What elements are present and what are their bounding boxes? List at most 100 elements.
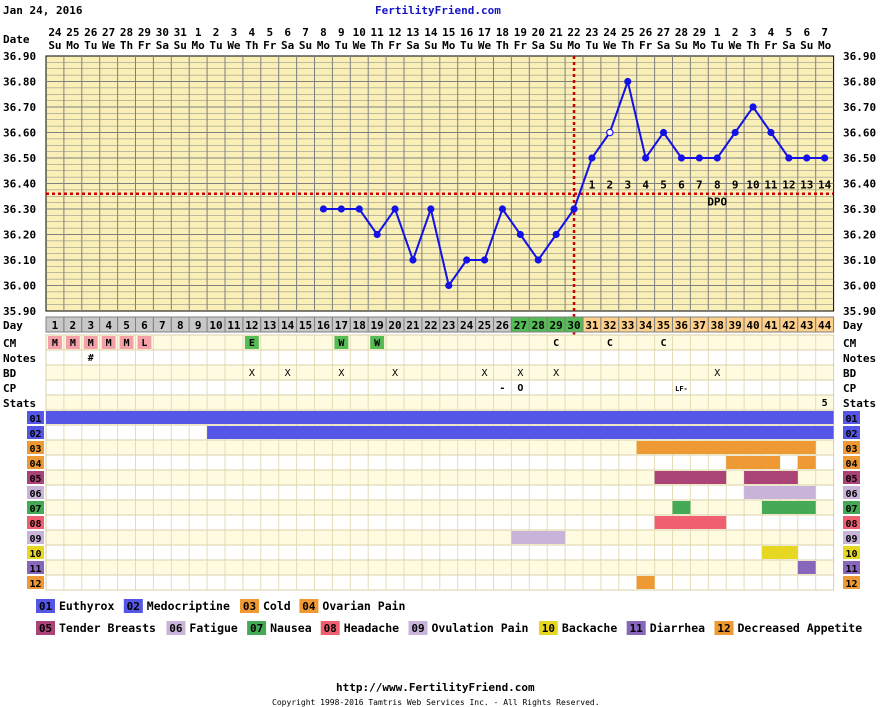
cycle-day-number: 44: [818, 319, 832, 332]
date-number: 6: [803, 26, 810, 39]
cycle-day-number: 19: [371, 319, 384, 332]
date-number: 13: [406, 26, 419, 39]
dpo-number: 5: [660, 179, 667, 192]
y-tick-label-right: 36.50: [843, 152, 876, 165]
date-number: 18: [496, 26, 509, 39]
cycle-day-number: 29: [550, 319, 563, 332]
y-tick-label: 36.50: [3, 152, 36, 165]
cm-row-label-right: CM: [843, 337, 857, 350]
temperature-point: [713, 154, 721, 162]
symptom-code-left: 12: [29, 579, 41, 590]
legend-code: 04: [302, 600, 316, 613]
cycle-day-number: 22: [424, 319, 437, 332]
symptom-bar: [797, 561, 816, 574]
y-tick-label-right: 36.10: [843, 254, 876, 267]
cm-marker-bg: [137, 336, 152, 349]
date-number: 23: [585, 26, 598, 39]
symptom-code-box-right: [843, 456, 860, 469]
site-title-link[interactable]: FertilityFriend.com: [375, 4, 501, 17]
temperature-point: [463, 256, 471, 264]
weekday-label: Tu: [585, 39, 598, 52]
dpo-number: 6: [678, 179, 685, 192]
cycle-day-number: 35: [657, 319, 670, 332]
y-tick-label: 36.40: [3, 178, 36, 191]
symptom-code-box-left: [27, 576, 44, 589]
legend-label: Euthyrox: [59, 599, 114, 613]
date-number: 28: [675, 26, 688, 39]
legend-label: Decreased Appetite: [738, 621, 863, 635]
cp-marker: -: [499, 383, 505, 394]
cycle-day-number: 6: [141, 319, 148, 332]
cm-marker-bg: [119, 336, 134, 349]
cycle-day-number: 27: [514, 319, 527, 332]
dpo-number: 11: [764, 179, 778, 192]
cycle-day-number: 11: [227, 319, 241, 332]
y-tick-label-right: 36.80: [843, 76, 876, 89]
y-tick-label: 36.70: [3, 101, 36, 114]
symptom-code-box-left: [27, 471, 44, 484]
symptom-code-right: 11: [845, 564, 857, 575]
date-number: 25: [621, 26, 634, 39]
cm-marker-bg: [334, 336, 349, 349]
temperature-point: [480, 256, 489, 264]
weekday-label: We: [729, 39, 743, 52]
cm-marker-bg: [244, 336, 259, 349]
weekday-label: We: [227, 39, 241, 52]
symptom-code-left: 11: [29, 564, 41, 575]
temperature-point: [767, 128, 775, 137]
legend-code: 06: [169, 622, 183, 635]
symptom-code-right: 09: [845, 534, 857, 545]
weekday-label: Sa: [782, 39, 795, 52]
weekday-label: Sa: [532, 39, 545, 52]
legend-code-box: [408, 621, 428, 635]
cycle-day-number: 7: [159, 319, 166, 332]
cycle-day-number: 1: [52, 319, 59, 332]
legend-label: Backache: [562, 621, 617, 635]
symptom-bar: [636, 576, 655, 589]
cm-row-label: CM: [3, 337, 17, 350]
date-number: 28: [120, 26, 133, 39]
symptom-bar: [636, 441, 816, 454]
symptom-code-right: 12: [845, 579, 857, 590]
weekday-label: Fr: [764, 39, 778, 52]
temperature-point: [552, 230, 560, 239]
weekday-label: Sa: [281, 39, 294, 52]
date-number: 7: [302, 26, 309, 39]
cm-marker: E: [249, 338, 255, 349]
legend-code-box: [36, 621, 55, 635]
symptom-code-box-left: [27, 546, 44, 559]
y-tick-label-right: 35.90: [843, 305, 876, 318]
weekday-label: Fr: [639, 39, 653, 52]
weekday-label: Su: [299, 39, 312, 52]
symptom-code-left: 06: [29, 489, 41, 500]
legend-code-box: [166, 621, 186, 635]
cycle-day-number: 14: [281, 319, 295, 332]
cp-row-label: CP: [3, 382, 17, 395]
weekday-label: Th: [120, 39, 133, 52]
date-number: 24: [48, 26, 62, 39]
cycle-day-number: 8: [177, 319, 184, 332]
dpo-number: 1: [589, 179, 596, 192]
legend-code-box: [36, 599, 55, 613]
y-tick-label: 36.90: [3, 50, 36, 63]
legend-code: 08: [324, 622, 337, 635]
dpo-number: 13: [800, 179, 813, 192]
temperature-point: [570, 205, 578, 213]
cm-marker-bg: [370, 336, 385, 349]
symptom-code-box-right: [843, 411, 860, 424]
weekday-label: We: [353, 39, 367, 52]
symptom-code-box-left: [27, 501, 44, 514]
bd-marker: X: [482, 368, 488, 379]
weekday-label: Sa: [406, 39, 419, 52]
date-number: 3: [231, 26, 238, 39]
symptom-code-box-left: [27, 531, 44, 544]
date-number: 9: [338, 26, 345, 39]
symptom-bar: [207, 426, 834, 439]
date-number: 8: [320, 26, 327, 39]
cycle-day-number: 23: [442, 319, 455, 332]
footer-url-link[interactable]: http://www.FertilityFriend.com: [336, 681, 535, 694]
y-tick-label-right: 36.20: [843, 229, 876, 242]
temperature-point: [445, 281, 453, 290]
date-number: 24: [603, 26, 617, 39]
cycle-day-number: 9: [195, 319, 202, 332]
